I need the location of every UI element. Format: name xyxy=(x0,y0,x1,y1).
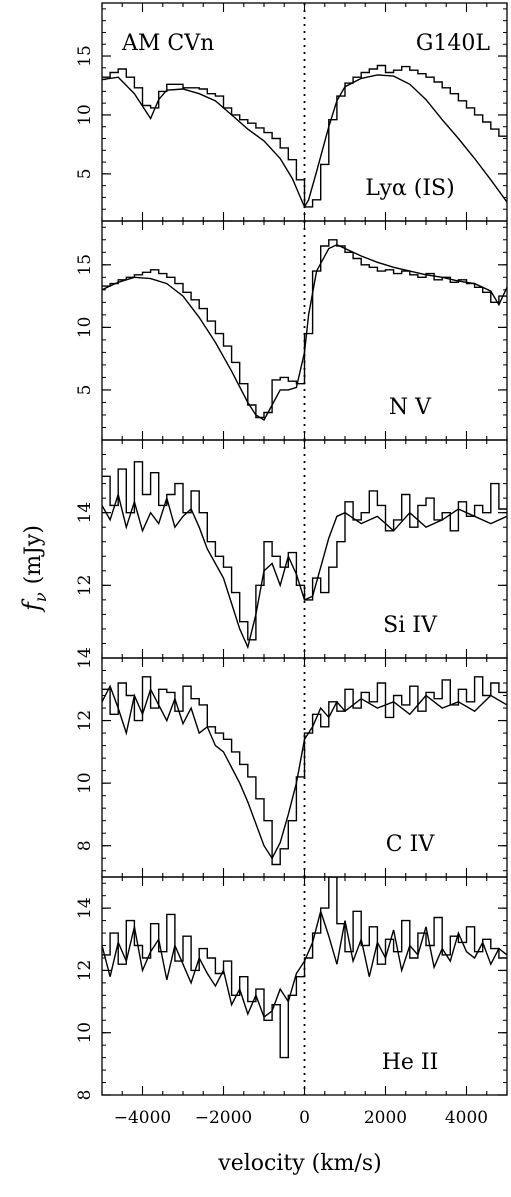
ytick-label: 5 xyxy=(75,168,95,179)
svg-text:fν(mJy): fν(mJy) xyxy=(18,525,50,613)
ytick-label: 10 xyxy=(75,772,95,794)
ytick-label: 15 xyxy=(75,254,95,276)
y-axis-unit: (mJy) xyxy=(21,525,46,584)
panel-frame-4 xyxy=(101,876,508,1096)
series-model-4 xyxy=(102,908,507,1019)
ytick-label: 14 xyxy=(75,897,95,919)
y-axis-subscript: ν xyxy=(31,592,50,602)
x-axis-title: velocity (km/s) xyxy=(217,1151,381,1176)
series-histogram-3 xyxy=(102,676,507,866)
xtick-label: 2000 xyxy=(364,1108,407,1128)
panels: 5 10 15 Lyα (IS) 5 10 15 N V 12 14 14 Si IV 8 10 12 C I… xyxy=(75,2,508,1128)
panel-label-4: He II xyxy=(382,1050,439,1075)
series-model-1 xyxy=(102,244,507,421)
ytick-label: 12 xyxy=(75,960,95,982)
xtick-label: −4000 xyxy=(114,1108,172,1128)
series-histogram-2 xyxy=(102,461,507,641)
xtick-label: −2000 xyxy=(195,1108,253,1128)
ytick-label: 10 xyxy=(75,104,95,126)
ytick-label: 12 xyxy=(75,710,95,732)
ytick-label: 8 xyxy=(75,1090,95,1101)
top-left-label: AM CVn xyxy=(121,31,214,56)
xtick-label: 0 xyxy=(299,1108,310,1128)
ytick-label: 8 xyxy=(75,840,95,851)
panel-label-2: Si IV xyxy=(383,613,438,638)
series-model-0 xyxy=(102,74,507,209)
series-histogram-4 xyxy=(102,877,507,1059)
ytick-label: 10 xyxy=(75,1022,95,1044)
panel-frame-2 xyxy=(101,439,508,659)
series-histogram-1 xyxy=(102,239,507,419)
panel-label-1: N V xyxy=(389,395,432,420)
ytick-label: 14 xyxy=(75,647,95,669)
ytick-label: 10 xyxy=(75,317,95,339)
ytick-label: 5 xyxy=(75,385,95,396)
panel-label-0: Lyα (IS) xyxy=(365,176,454,201)
series-model-2 xyxy=(102,491,507,650)
xtick-label: 4000 xyxy=(445,1108,488,1128)
series-model-3 xyxy=(102,684,507,860)
series-histogram-0 xyxy=(102,64,507,208)
panel-frame-1 xyxy=(101,220,508,441)
top-right-label: G140L xyxy=(416,31,491,56)
panel-label-3: C IV xyxy=(386,832,436,857)
ytick-label: 15 xyxy=(75,45,95,67)
ytick-label: 14 xyxy=(75,502,95,524)
y-axis-title: fν(mJy) xyxy=(18,525,50,613)
ytick-label: 12 xyxy=(75,575,95,597)
